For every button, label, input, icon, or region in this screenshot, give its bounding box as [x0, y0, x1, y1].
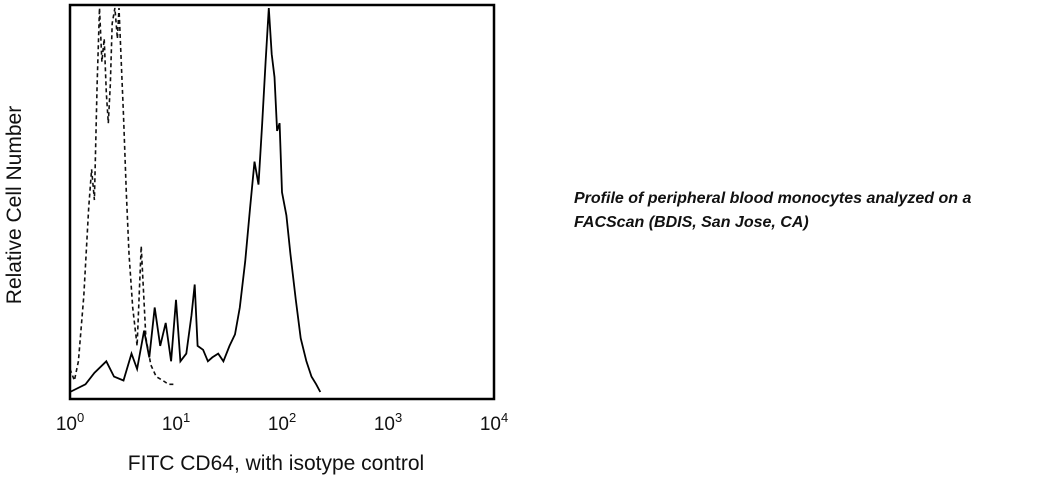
x-tick-labels: 100 101 102 103 104 — [56, 410, 508, 435]
isotype-control-trace — [69, 7, 176, 386]
x-tick-label: 100 — [56, 410, 84, 435]
x-tick-label: 101 — [162, 410, 190, 435]
caption-line-1: Profile of peripheral blood monocytes an… — [574, 190, 972, 207]
plot-frame — [68, 3, 496, 401]
y-axis-label: Relative Cell Number — [3, 106, 26, 304]
x-tick-label: 103 — [374, 410, 402, 435]
x-tick-label: 102 — [268, 410, 296, 435]
figure-caption: Profile of peripheral blood monocytes an… — [574, 187, 1044, 235]
x-tick-label: 104 — [480, 410, 508, 435]
histogram-panel: 100 101 102 103 104 FITC CD64, with isotype … — [3, 3, 509, 475]
caption-line-2: FACScan (BDIS, San Jose, CA) — [574, 214, 809, 231]
cd64-stained-trace — [69, 7, 322, 393]
x-axis-label: FITC CD64, with isotype control — [128, 452, 424, 475]
histogram-chart: 100 101 102 103 104 FITC CD64, with isotype … — [3, 3, 508, 475]
plot-marks — [69, 7, 322, 393]
